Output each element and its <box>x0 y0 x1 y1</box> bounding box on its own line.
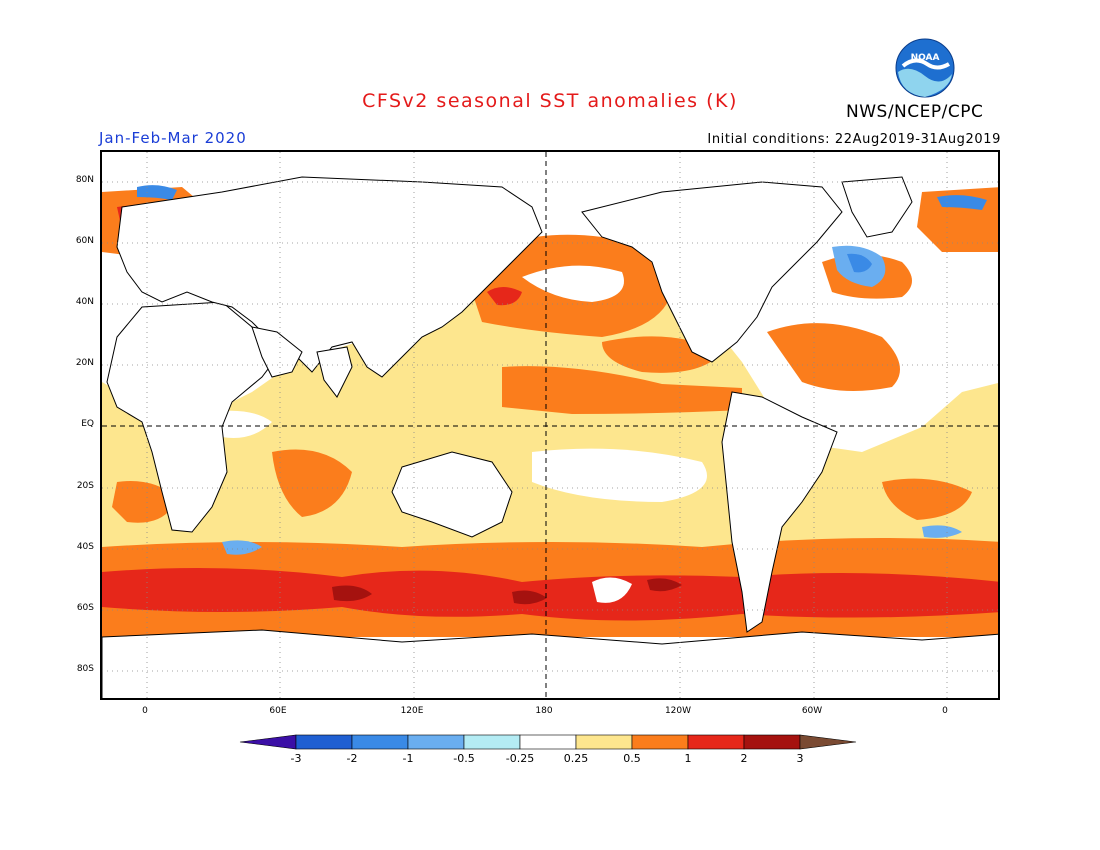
colorbar-label: 3 <box>796 752 804 765</box>
colorbar-label: -0.5 <box>453 752 475 765</box>
lat-lon-grid <box>102 152 998 698</box>
colorbar-label: -0.25 <box>505 752 535 765</box>
lon-tick: 0 <box>142 706 148 716</box>
colorbar-segment <box>687 734 745 750</box>
colorbar-arrow-low <box>239 734 297 750</box>
colorbar-segment <box>743 734 801 750</box>
sst-anomaly-map <box>100 150 1000 700</box>
colorbar <box>239 734 857 750</box>
lon-tick: 180 <box>535 706 553 716</box>
lat-tick: EQ <box>81 419 94 429</box>
lat-tick: 80N <box>75 175 94 185</box>
colorbar-arrow-high <box>799 734 857 750</box>
lat-tick: 80S <box>76 664 94 674</box>
lon-tick: 120E <box>400 706 424 716</box>
colorbar-segment <box>351 734 409 750</box>
lat-tick: 60S <box>76 603 94 613</box>
initial-conditions-label: Initial conditions: 22Aug2019-31Aug2019 <box>707 132 1001 147</box>
noaa-logo-text: NOAA <box>911 53 940 63</box>
colorbar-label: -2 <box>346 752 358 765</box>
colorbar-segment <box>631 734 689 750</box>
colorbar-label: 1 <box>684 752 692 765</box>
colorbar-label: -3 <box>290 752 302 765</box>
colorbar-segment <box>407 734 465 750</box>
colorbar-label: -1 <box>402 752 414 765</box>
colorbar-segment <box>463 734 521 750</box>
season-label: Jan-Feb-Mar 2020 <box>99 129 247 147</box>
lat-tick: 40N <box>75 297 94 307</box>
lon-tick: 120W <box>664 706 692 716</box>
lon-tick: 60W <box>801 706 823 716</box>
noaa-logo: NOAA <box>895 38 955 98</box>
lat-tick: 20S <box>76 481 94 491</box>
chart-title: CFSv2 seasonal SST anomalies (K) <box>362 90 738 112</box>
lon-tick: 60E <box>269 706 287 716</box>
colorbar-label: 0.25 <box>563 752 589 765</box>
lat-tick: 20N <box>75 358 94 368</box>
organization-label: NWS/NCEP/CPC <box>846 102 984 122</box>
lon-tick: 0 <box>942 706 948 716</box>
colorbar-segment <box>519 734 577 750</box>
colorbar-segment <box>295 734 353 750</box>
continent-outlines <box>102 176 998 698</box>
colorbar-label: 2 <box>740 752 748 765</box>
colorbar-label: 0.5 <box>623 752 641 765</box>
lat-tick: 40S <box>76 542 94 552</box>
colorbar-segments <box>239 734 857 750</box>
lat-tick: 60N <box>75 236 94 246</box>
colorbar-segment <box>575 734 633 750</box>
